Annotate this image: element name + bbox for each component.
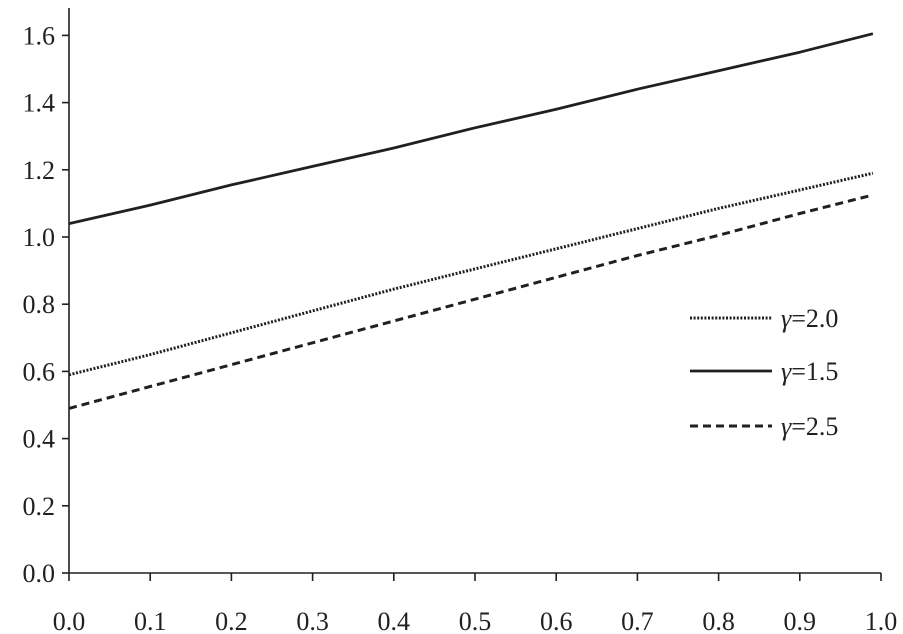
legend-label: γ=1.5: [781, 357, 838, 386]
y-tick-label: 1.2: [23, 156, 56, 185]
x-tick-label: 1.0: [865, 607, 898, 634]
y-tick-label: 1.0: [23, 223, 56, 252]
x-tick-label: 0.9: [784, 607, 817, 634]
y-tick-label: 0.0: [23, 559, 56, 588]
x-tick-label: 0.2: [215, 607, 248, 634]
legend-series-name: =2.0: [791, 304, 838, 333]
legend: γ=2.0 γ=1.5 γ=2.5: [690, 304, 838, 441]
x-tick-label: 0.4: [378, 607, 411, 634]
x-tick-label: 0.8: [702, 607, 735, 634]
y-ticks: 0.0 0.2 0.4 0.6 0.8 1.0 1.2 1.4 1.6: [23, 21, 70, 588]
x-ticks: 0.0 0.1 0.2 0.3 0.4 0.5 0.6 0.7 0.8 0.9 1.0: [53, 573, 898, 634]
x-tick-label: 0.3: [296, 607, 329, 634]
legend-label: γ=2.5: [781, 412, 838, 441]
y-tick-label: 0.2: [23, 492, 56, 521]
x-tick-label: 0.7: [621, 607, 654, 634]
y-tick-label: 1.4: [23, 89, 56, 118]
axes: [69, 8, 881, 573]
series-line-solid: [69, 34, 873, 224]
x-tick-label: 0.6: [540, 607, 573, 634]
y-tick-label: 0.8: [23, 290, 56, 319]
series-line-dashed: [69, 195, 873, 408]
series-line-dotted: [69, 173, 873, 375]
x-tick-label: 0.1: [134, 607, 167, 634]
legend-series-name: =1.5: [791, 357, 838, 386]
y-tick-label: 0.4: [23, 425, 56, 454]
x-tick-label: 0.0: [53, 607, 86, 634]
x-tick-label: 0.5: [459, 607, 492, 634]
legend-label: γ=2.0: [781, 304, 838, 333]
y-tick-label: 1.6: [23, 21, 56, 50]
series-lines: [69, 34, 873, 409]
y-tick-label: 0.6: [23, 357, 56, 386]
legend-series-name: =2.5: [791, 412, 838, 441]
